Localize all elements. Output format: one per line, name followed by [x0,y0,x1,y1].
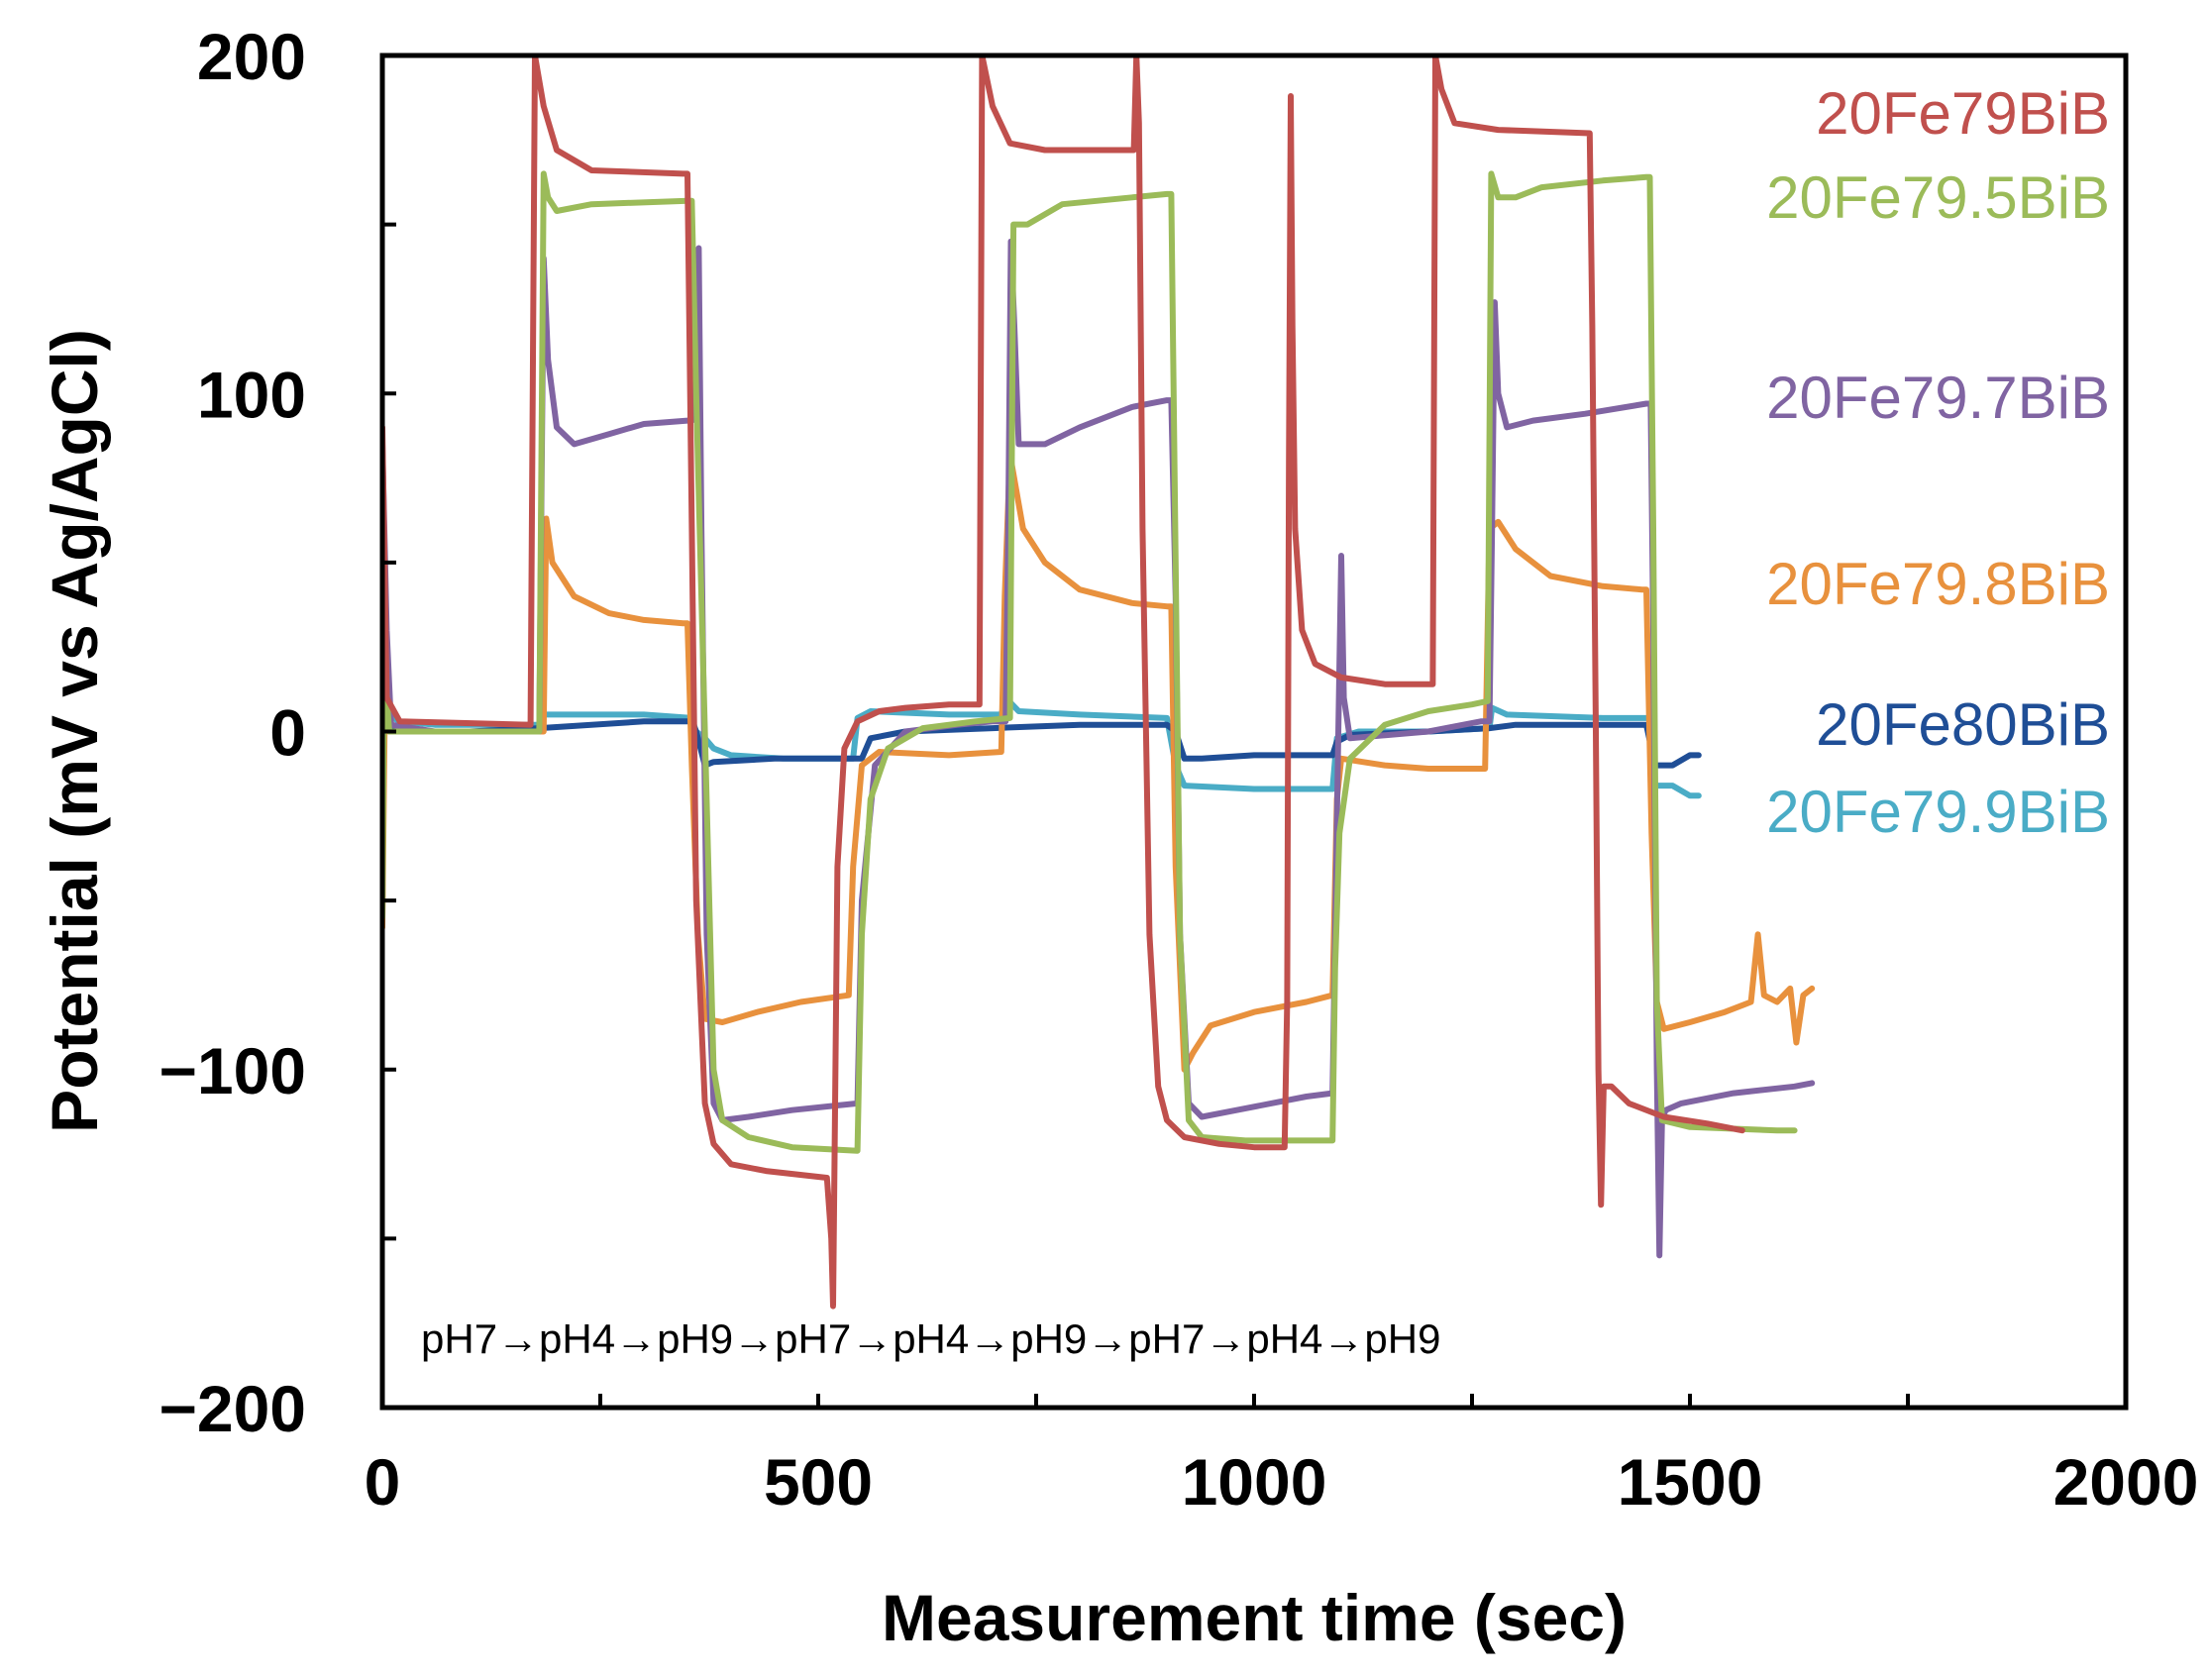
legend-label-20Fe79.9BiB: 20Fe79.9BiB [1766,779,2110,845]
y-tick-label: −100 [158,1034,306,1107]
legend: 20Fe79BiB 20Fe79.5BiB 20Fe79.7BiB 20Fe79.8B… [1766,80,2110,845]
y-tick-label: 200 [197,20,306,93]
legend-label-20Fe79.7BiB: 20Fe79.7BiB [1766,365,2110,431]
series-line-20Fe80BiB [382,694,1702,769]
y-tick-label: −200 [158,1372,306,1445]
x-tick-label: 0 [365,1445,401,1519]
y-axis-title: Potential (mV vs Ag/AgCl) [38,329,111,1133]
series-layer [382,55,1816,1310]
series-line-20Fe79BiB [382,55,1745,1310]
legend-label-20Fe80BiB: 20Fe80BiB [1816,691,2110,758]
y-tick-label: 0 [269,696,306,770]
legend-label-20Fe79.5BiB: 20Fe79.5BiB [1766,164,2110,231]
x-tick-label: 1000 [1182,1445,1327,1519]
x-tick-label: 500 [764,1445,873,1519]
x-axis-title: Measurement time (sec) [882,1581,1627,1654]
ph-sequence-annotation: pH7→pH4→pH9→pH7→pH4→pH9→pH7→pH4→pH9 [421,1315,1440,1362]
legend-label-20Fe79BiB: 20Fe79BiB [1816,80,2110,147]
series-line-20Fe79.5BiB [382,170,1798,1154]
x-tick-label: 1500 [1618,1445,1763,1519]
legend-label-20Fe79.8BiB: 20Fe79.8BiB [1766,551,2110,617]
x-tick-label: 2000 [2053,1445,2199,1519]
y-tick-label: 100 [197,358,306,431]
ticks-layer: 0 500 1000 1500 2000 −200 −100 0 100 200 [158,20,2198,1519]
series-line-20Fe79.9BiB [382,694,1702,799]
